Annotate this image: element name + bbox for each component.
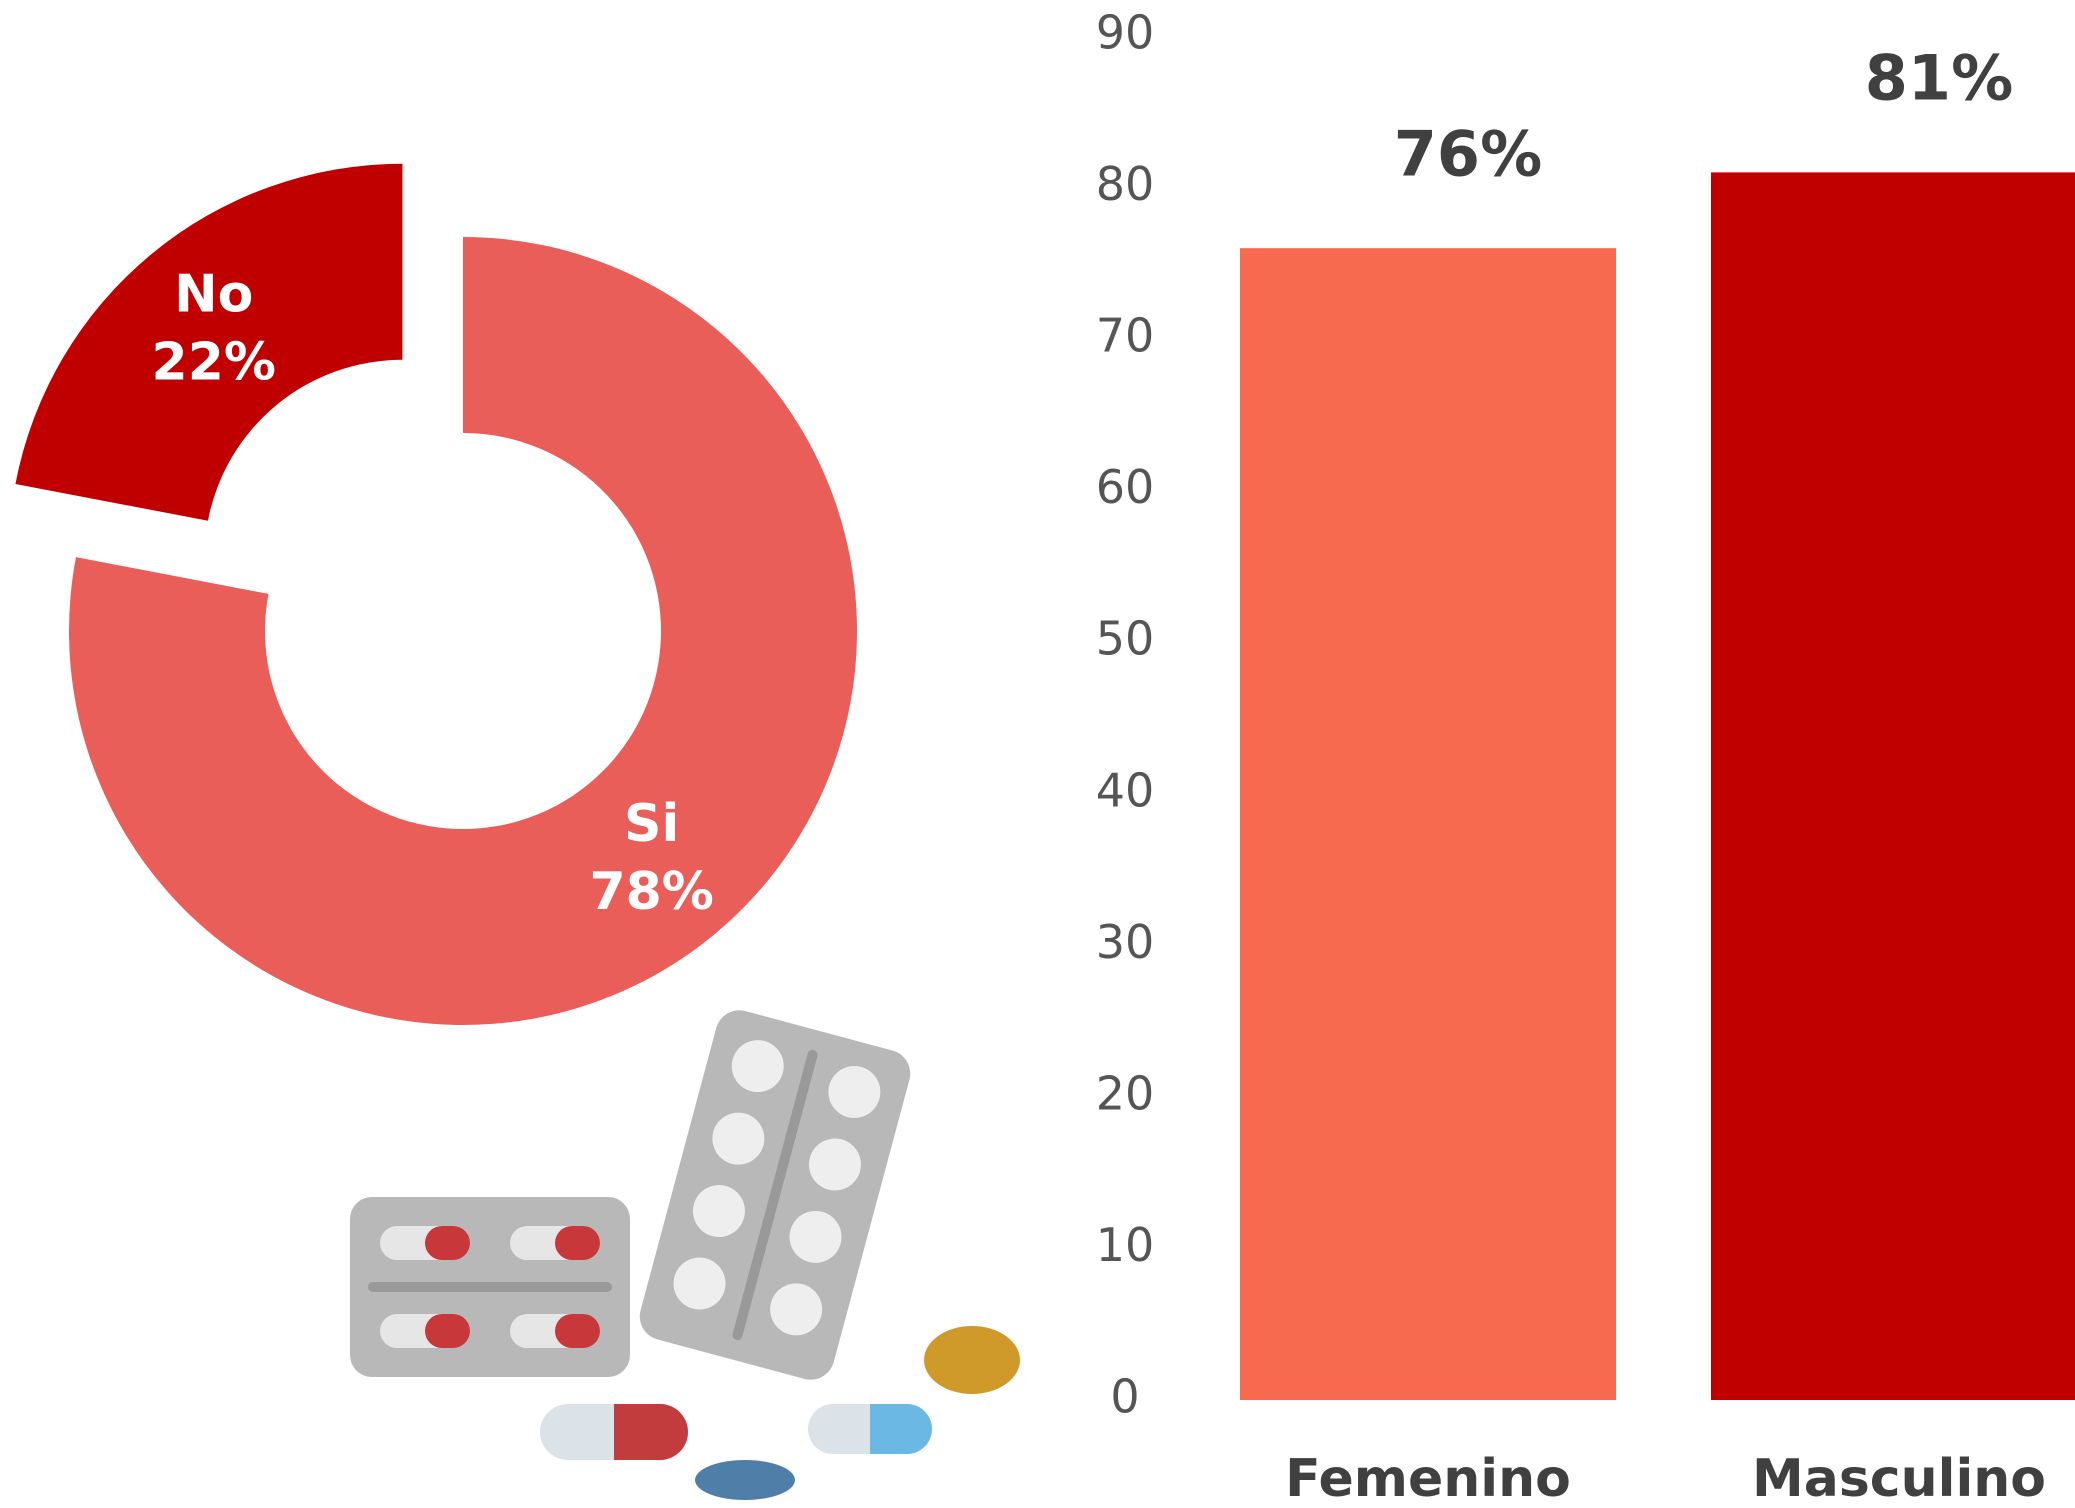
bar [1711, 172, 2075, 1400]
slice-name: No [174, 265, 253, 325]
y-tick-label: 70 [1096, 309, 1155, 363]
y-tick-label: 40 [1096, 763, 1155, 817]
bar-value-label: 76% [1394, 117, 1542, 190]
bar-value-label: 81% [1865, 41, 2013, 114]
y-tick-label: 10 [1096, 1218, 1155, 1272]
y-tick-label: 20 [1096, 1066, 1155, 1120]
y-tick-label: 0 [1110, 1370, 1139, 1424]
blister-divider [368, 1282, 612, 1292]
x-tick-label: Femenino [1285, 1449, 1571, 1508]
slice-name: Si [624, 794, 679, 854]
y-tick-label: 60 [1096, 460, 1155, 514]
slice-value: 22% [152, 333, 276, 393]
page: Si 78% No 22% 0 10 20 30 40 50 60 70 80 90 76% Femenino… [0, 0, 2075, 1508]
y-tick-label: 30 [1096, 915, 1155, 969]
y-tick-label: 90 [1096, 6, 1155, 60]
x-tick-label: Masculino [1752, 1449, 2046, 1508]
pills-illustration [350, 1005, 1020, 1500]
y-tick-label: 50 [1096, 612, 1155, 666]
tablet-pack [634, 1005, 915, 1385]
slice-value: 78% [589, 862, 713, 922]
bar [1240, 248, 1616, 1400]
y-tick-label: 80 [1096, 157, 1155, 211]
